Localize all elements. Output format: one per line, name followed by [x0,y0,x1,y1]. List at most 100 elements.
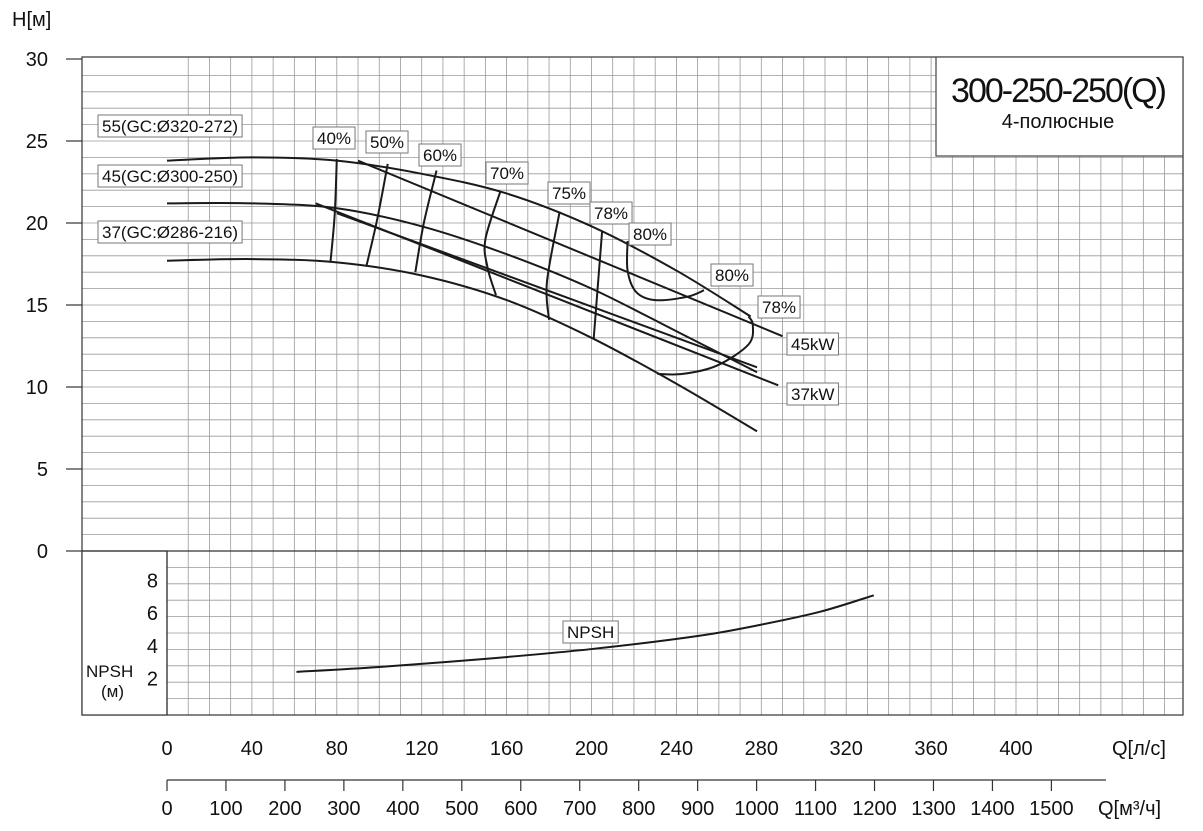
y-axis-title: H[м] [12,9,51,31]
label-power-37kw: 37kW [786,382,839,406]
label-eff-75: 75% [547,181,591,205]
label-curve-45-text: 45(GC:Ø300-250) [102,167,238,186]
x2-tick-label: 0 [161,798,172,820]
label-eff-50: 50% [365,130,409,154]
label-power-37kw-box [786,382,839,406]
x-tick-label: 160 [490,738,523,760]
npsh-tick-label: 2 [147,668,158,690]
npsh-tick-label: 8 [147,571,158,593]
y-tick-label: 20 [26,213,48,235]
label-curve-45-box [97,164,243,188]
x-tick-label: 360 [914,738,947,760]
plot-frame [81,56,1184,716]
label-eff-75-box [547,181,591,205]
x-tick-label: 0 [161,738,172,760]
efficiency-curve-4 [545,211,561,320]
x-tick-label: 40 [241,738,263,760]
label-power-45kw-box [786,332,839,356]
label-eff-75-text: 75% [552,184,586,203]
efficiency-curve-1 [365,163,389,266]
label-eff-40-text: 40% [317,129,351,148]
label-eff-40-box [312,126,356,150]
title-box [935,56,1184,157]
npsh-tick-label: 4 [147,636,158,658]
label-eff-80a: 80% [628,222,672,246]
x2-tick-label: 1500 [1029,798,1074,820]
npsh-axis-unit: (м) [101,682,124,701]
efficiency-curve-0 [329,159,338,263]
y-tick-label: 15 [26,295,48,317]
head-curve-1 [166,201,758,374]
x-tick-label: 320 [830,738,863,760]
label-curve-37: 37(GC:Ø286-216) [97,220,243,244]
x2-tick-label: 400 [386,798,419,820]
label-eff-80b-box [710,263,754,287]
label-power-45kw-text: 45kW [791,335,834,354]
label-curve-55-box [97,114,243,138]
label-curve-37-box [97,220,243,244]
x-tick-label: 400 [999,738,1032,760]
chart-frames [66,56,1184,791]
label-curve-55-text: 55(GC:Ø320-272) [102,117,238,136]
efficiency-curve-2 [414,170,438,273]
x2-tick-label: 600 [504,798,537,820]
label-power-37kw-text: 37kW [791,385,834,404]
chart-labels: 55(GC:Ø320-272) 45(GC:Ø300-250) 37(GC:Ø286… [97,114,839,644]
label-eff-80a-text: 80% [633,225,667,244]
x-tick-label: 280 [745,738,778,760]
x2-tick-label: 700 [563,798,596,820]
chart-grid [82,57,1183,715]
label-eff-60-text: 60% [423,146,457,165]
label-npsh-text: NPSH [567,623,614,642]
chart-title: 300-250-250(Q) [951,72,1166,110]
x2-tick-label: 1000 [734,798,779,820]
label-npsh-box [562,620,619,644]
label-eff-50-box [365,130,409,154]
x2-tick-label: 1300 [911,798,956,820]
label-curve-55: 55(GC:Ø320-272) [97,114,243,138]
x2-tick-label: 800 [622,798,655,820]
label-eff-40: 40% [312,126,356,150]
head-curve-0 [166,156,752,318]
label-eff-70: 70% [485,161,529,185]
x2-tick-label: 1200 [852,798,897,820]
label-curve-45: 45(GC:Ø300-250) [97,164,243,188]
label-power-45kw: 45kW [786,332,839,356]
x2-tick-label: 300 [327,798,360,820]
label-eff-70-text: 70% [490,164,524,183]
x2-tick-label: 200 [268,798,301,820]
npsh-curve [296,594,875,673]
label-eff-78a: 78% [589,201,633,225]
x2-tick-label: 900 [681,798,714,820]
efficiency-curve-7 [657,315,755,376]
x2-tick-label: 100 [209,798,242,820]
npsh-axis-box [81,550,168,716]
label-eff-70-box [485,161,529,185]
efficiency-curve-6 [625,241,705,302]
npsh-tick-label: 6 [147,603,158,625]
chart-curves [166,156,875,673]
label-eff-80a-box [628,222,672,246]
x2-tick-label: 500 [445,798,478,820]
label-eff-78b: 78% [757,295,801,319]
y-tick-label: 30 [26,49,48,71]
x2-tick-label: 1400 [970,798,1015,820]
x-tick-label: 200 [575,738,608,760]
y-tick-label: 10 [26,377,48,399]
x-tick-label: 120 [405,738,438,760]
label-eff-60-box [418,143,462,167]
efficiency-curve-5 [592,231,604,340]
label-eff-78b-box [757,295,801,319]
y-tick-label: 5 [37,459,48,481]
y-tick-label: 25 [26,131,48,153]
x-axis-title: Q[л/с] [1112,738,1166,760]
label-eff-50-text: 50% [370,133,404,152]
label-eff-80b-text: 80% [715,266,749,285]
x2-tick-label: 1100 [794,798,837,820]
x-tick-label: 240 [660,738,693,760]
x2-axis-title: Q[м³/ч] [1098,798,1161,820]
efficiency-curve-3 [483,191,502,296]
label-eff-78a-text: 78% [594,204,628,223]
